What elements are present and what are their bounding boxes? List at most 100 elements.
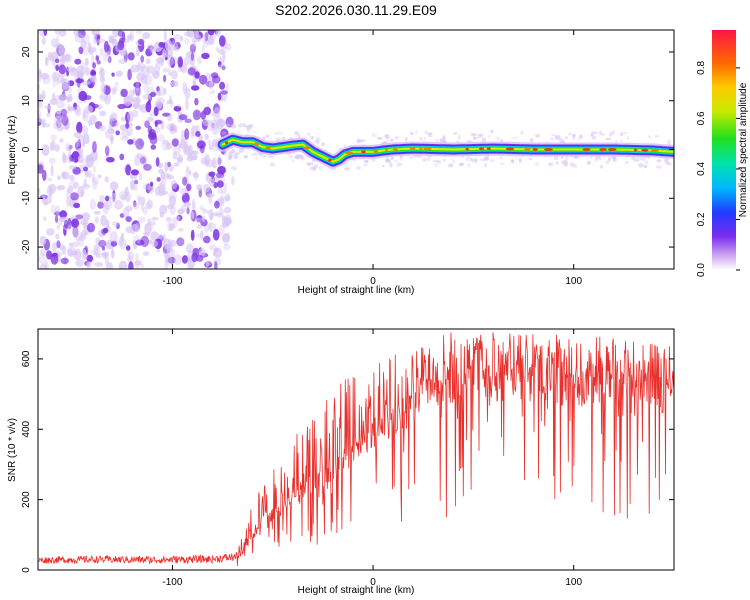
noise-blob — [220, 175, 226, 183]
noise-blob — [159, 211, 164, 218]
noise-blob — [186, 165, 190, 173]
noise-blob — [205, 159, 215, 168]
noise-blob — [292, 159, 295, 163]
noise-blob — [165, 142, 172, 150]
noise-blob — [110, 240, 118, 247]
noise-blob — [44, 261, 49, 269]
noise-blob — [270, 155, 273, 159]
noise-blob — [107, 44, 111, 56]
noise-blob — [474, 158, 478, 163]
noise-blob — [595, 157, 598, 162]
noise-blob — [572, 156, 579, 159]
noise-blob — [135, 125, 141, 130]
noise-blob — [212, 158, 216, 169]
noise-blob — [643, 164, 648, 169]
noise-blob — [114, 200, 123, 210]
noise-blob — [38, 114, 41, 123]
noise-blob — [138, 38, 145, 45]
noise-blob — [59, 45, 65, 57]
noise-blob — [125, 216, 132, 222]
noise-blob — [208, 171, 216, 177]
noise-blob — [85, 105, 93, 114]
noise-blob — [216, 213, 223, 218]
noise-blob — [79, 250, 88, 262]
noise-blob — [192, 171, 199, 178]
noise-blob — [127, 33, 133, 41]
noise-blob — [213, 247, 223, 259]
noise-blob — [590, 131, 594, 137]
noise-blob — [81, 80, 91, 86]
noise-blob — [191, 150, 199, 155]
noise-blob — [115, 239, 120, 244]
noise-blob — [51, 71, 60, 82]
noise-blob — [115, 70, 123, 77]
noise-blob — [429, 134, 433, 137]
spectral-peak — [265, 146, 271, 150]
snr-frame — [37, 328, 675, 571]
noise-blob — [41, 144, 50, 156]
noise-blob — [568, 132, 572, 136]
noise-blob — [246, 129, 250, 133]
noise-blob — [56, 110, 62, 115]
y-tick-label: -10 — [21, 191, 32, 206]
noise-blob — [132, 109, 139, 118]
noise-blob — [187, 144, 193, 157]
noise-blob — [344, 167, 350, 171]
noise-blob — [120, 88, 128, 98]
noise-blob — [147, 116, 155, 122]
noise-blob — [106, 156, 115, 163]
noise-blob — [194, 217, 202, 223]
noise-blob — [70, 67, 77, 73]
noise-blob — [39, 235, 47, 246]
noise-blob — [74, 58, 82, 65]
noise-blob — [598, 156, 602, 161]
noise-blob — [223, 243, 231, 251]
noise-blob — [554, 135, 561, 140]
noise-blob — [60, 257, 69, 265]
noise-blob — [38, 118, 46, 123]
noise-blob — [115, 130, 120, 136]
noise-blob — [71, 218, 80, 228]
spectral-peak — [532, 148, 538, 151]
noise-blob — [212, 229, 220, 241]
noise-blob — [76, 136, 81, 148]
noise-blob — [171, 138, 179, 147]
noise-blob — [528, 139, 532, 142]
noise-blob — [120, 136, 129, 141]
noise-blob — [41, 89, 46, 100]
spectral-peak — [303, 146, 311, 150]
noise-blob — [90, 74, 96, 83]
noise-blob — [41, 37, 46, 45]
noise-blob — [469, 157, 473, 160]
noise-blob — [203, 235, 211, 244]
noise-blob — [67, 185, 73, 195]
y-tick-label: 20 — [21, 46, 32, 58]
noise-blob — [315, 136, 321, 142]
noise-blob — [206, 209, 209, 214]
noise-blob — [73, 248, 82, 261]
noise-blob — [215, 30, 221, 37]
noise-blob — [231, 149, 236, 154]
noise-blob — [99, 47, 104, 57]
noise-blob — [515, 156, 518, 160]
noise-blob — [656, 159, 662, 163]
noise-blob — [608, 156, 611, 162]
spectral-peak — [641, 148, 649, 152]
noise-blob — [112, 30, 120, 38]
noise-blob — [67, 248, 73, 257]
noise-blob — [171, 69, 178, 80]
noise-blob — [135, 138, 145, 150]
noise-blob — [218, 224, 225, 235]
noise-blob — [102, 52, 109, 62]
noise-blob — [65, 53, 73, 64]
noise-blob — [221, 233, 230, 243]
noise-blob — [321, 142, 326, 147]
noise-blob — [519, 130, 524, 135]
noise-blob — [224, 193, 231, 202]
noise-blob — [107, 127, 115, 134]
noise-blob — [119, 236, 124, 247]
noise-blob — [479, 134, 483, 136]
noise-blob — [119, 238, 127, 250]
spectral-peak — [253, 142, 260, 146]
noise-blob — [186, 155, 194, 162]
